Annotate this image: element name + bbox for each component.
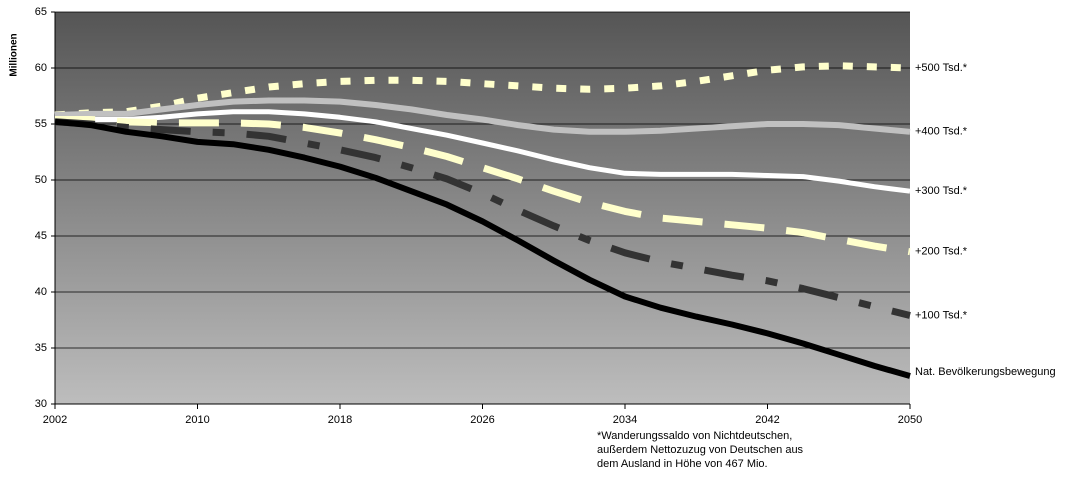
x-tick-label: 2050: [898, 414, 922, 426]
series-line: [55, 116, 911, 256]
y-tick-label: 40: [35, 286, 47, 298]
y-axis-label: Millionen: [9, 33, 20, 76]
series-label: +400 Tsd.*: [915, 126, 968, 138]
x-tick-label: 2034: [613, 414, 637, 426]
series-line: [54, 118, 911, 319]
x-tick-label: 2018: [328, 414, 352, 426]
series-label: +300 Tsd.*: [915, 185, 968, 197]
footnote: dem Ausland in Höhe von 467 Mio.: [597, 458, 768, 470]
plot-area: [55, 12, 910, 404]
series-label: +200 Tsd.*: [915, 246, 968, 258]
series-line: [54, 118, 911, 379]
x-tick-label: 2026: [470, 414, 494, 426]
y-tick-label: 50: [35, 174, 47, 186]
series-label: +500 Tsd.*: [915, 62, 968, 74]
y-tick-label: 55: [35, 118, 47, 130]
y-tick-label: 35: [35, 342, 47, 354]
y-tick-label: 65: [35, 6, 47, 18]
footnote: außerdem Nettozuzug von Deutschen aus: [597, 444, 804, 456]
y-tick-label: 30: [35, 398, 47, 410]
y-tick-label: 60: [35, 62, 47, 74]
x-tick-label: 2042: [755, 414, 779, 426]
series-line: [55, 109, 911, 194]
x-tick-label: 2010: [185, 414, 209, 426]
y-tick-label: 45: [35, 230, 47, 242]
series-label: Nat. Bevölkerungsbewegung: [915, 366, 1056, 378]
series-label: +100 Tsd.*: [915, 309, 968, 321]
footnote: *Wanderungssaldo von Nichtdeutschen,: [597, 430, 792, 442]
x-tick-label: 2002: [43, 414, 67, 426]
series-line: [54, 97, 911, 135]
